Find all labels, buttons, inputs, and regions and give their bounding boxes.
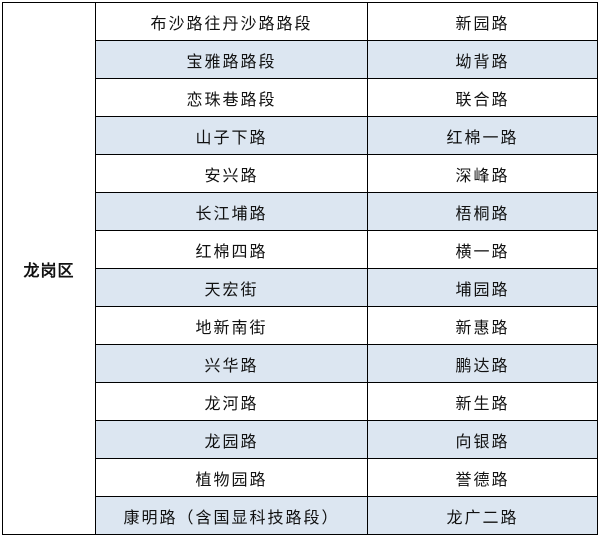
- road-section-cell: 长江埔路: [95, 192, 368, 231]
- road-section-cell: 康明路（含国显科技路段）: [95, 496, 368, 535]
- road-section-cell: 宝雅路路段: [95, 40, 368, 79]
- road-cell: 联合路: [367, 78, 598, 117]
- road-section-cell: 天宏街: [95, 268, 368, 307]
- table-row: 恋珠巷路段 联合路: [3, 78, 598, 117]
- road-section-cell: 安兴路: [95, 154, 368, 193]
- road-cell: 横一路: [367, 230, 598, 269]
- road-cell: 深峰路: [367, 154, 598, 193]
- road-section-cell: 布沙路往丹沙路路段: [95, 2, 368, 41]
- road-cell: 誉德路: [367, 458, 598, 497]
- road-cell: 鹏达路: [367, 344, 598, 383]
- table-row: 植物园路 誉德路: [3, 458, 598, 497]
- road-section-cell: 兴华路: [95, 344, 368, 383]
- road-cell: 新园路: [367, 2, 598, 41]
- table-row: 地新南街 新惠路: [3, 306, 598, 345]
- table-row: 天宏街 埔园路: [3, 268, 598, 307]
- road-section-cell: 恋珠巷路段: [95, 78, 368, 117]
- road-section-cell: 地新南街: [95, 306, 368, 345]
- road-section-cell: 龙河路: [95, 382, 368, 421]
- table-row: 安兴路 深峰路: [3, 154, 598, 193]
- road-cell: 红棉一路: [367, 116, 598, 155]
- table-row: 红棉四路 横一路: [3, 230, 598, 269]
- table-row: 龙园路 向银路: [3, 420, 598, 459]
- road-cell: 新惠路: [367, 306, 598, 345]
- district-cell: 龙岗区: [2, 2, 96, 535]
- road-cell: 梧桐路: [367, 192, 598, 231]
- road-cell: 新生路: [367, 382, 598, 421]
- table-row: 兴华路 鹏达路: [3, 344, 598, 383]
- road-section-cell: 植物园路: [95, 458, 368, 497]
- road-cell: 向银路: [367, 420, 598, 459]
- road-section-cell: 山子下路: [95, 116, 368, 155]
- road-section-cell: 龙园路: [95, 420, 368, 459]
- table-row: 山子下路 红棉一路: [3, 116, 598, 155]
- table-row: 宝雅路路段 坳背路: [3, 40, 598, 79]
- road-cell: 龙广二路: [367, 496, 598, 535]
- road-cell: 坳背路: [367, 40, 598, 79]
- road-cell: 埔园路: [367, 268, 598, 307]
- table-row: 龙河路 新生路: [3, 382, 598, 421]
- road-section-cell: 红棉四路: [95, 230, 368, 269]
- table-row: 康明路（含国显科技路段） 龙广二路: [3, 496, 598, 535]
- table-row: 长江埔路 梧桐路: [3, 192, 598, 231]
